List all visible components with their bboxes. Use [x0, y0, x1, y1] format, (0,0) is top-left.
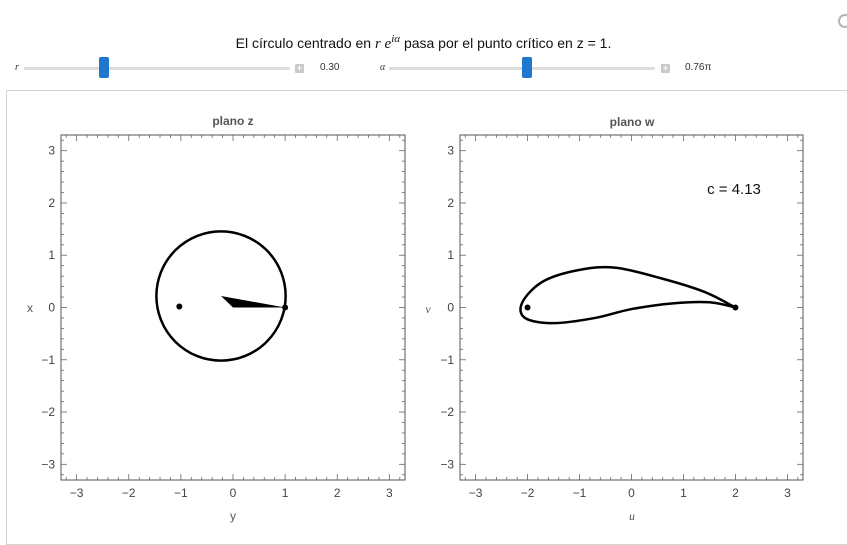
- alpha-slider-track[interactable]: [389, 67, 655, 70]
- plot-w-xtick-label: −3: [469, 486, 483, 500]
- plot-w-xtick-label: −1: [573, 486, 587, 500]
- plot-z-ytick-label: −2: [41, 405, 55, 419]
- plot-z-ytick-label: 1: [48, 248, 55, 262]
- plot-z-ylabel: x: [27, 301, 33, 315]
- alpha-slider-label: α: [380, 62, 386, 73]
- caption: El círculo centrado en r eiα pasa por el…: [0, 33, 847, 53]
- plot-z-wedge: [221, 296, 286, 308]
- plot-w-ytick-label: −3: [440, 457, 454, 471]
- plot-w-ytick-label: 0: [447, 301, 454, 315]
- options-icon[interactable]: [838, 14, 847, 28]
- r-expand-icon[interactable]: +: [295, 63, 304, 73]
- r-value: 0.30: [320, 62, 340, 73]
- plot-w-point: [732, 304, 739, 311]
- r-slider-label: r: [15, 62, 19, 73]
- r-slider-track[interactable]: [24, 67, 290, 70]
- plot-z-xtick-label: −1: [174, 486, 188, 500]
- plot-z-ytick-label: −1: [41, 353, 55, 367]
- plot-w-ytick-label: 2: [447, 196, 454, 210]
- plot-z-title: plano z: [212, 114, 253, 128]
- plot-w-ytick-label: 1: [447, 248, 454, 262]
- plot-w-point: [524, 304, 531, 311]
- plot-w-ylabel: v: [425, 302, 431, 316]
- plot-w-annotation: c = 4.13: [707, 181, 761, 198]
- plot-w-xtick-label: −2: [521, 486, 535, 500]
- plot-z-xtick-label: 0: [230, 486, 237, 500]
- plot-w-title: plano w: [610, 115, 655, 129]
- plot-z-xtick-label: 2: [334, 486, 341, 500]
- plot-z-ytick-label: 2: [48, 196, 55, 210]
- plot-z-plane: plano z y x −3 −3 −2 −2 −1 −1 0 0 1 1 2 2 3 3: [27, 114, 406, 523]
- alpha-value: 0.76π: [685, 62, 712, 73]
- plot-z-xtick-label: 1: [282, 486, 289, 500]
- r-slider-thumb[interactable]: [98, 57, 109, 78]
- plot-w-xtick-label: 2: [732, 486, 739, 500]
- plot-w-profile: [519, 265, 737, 325]
- plot-z-circle: [155, 230, 287, 362]
- plot-w-xlabel: u: [629, 509, 635, 523]
- plot-z-ytick-label: 3: [48, 144, 55, 158]
- alpha-expand-icon[interactable]: +: [661, 63, 670, 73]
- caption-prefix: El círculo centrado en: [235, 35, 372, 51]
- plot-w-ytick-label: 3: [447, 144, 454, 158]
- plot-w-plane: plano w u v −3 −3 −2 −2 −1 −1 0 0 1 1 2 2 3 3 c = 4.13: [425, 115, 804, 523]
- plot-z-xlabel: y: [230, 509, 236, 523]
- plot-z-ytick-label: 0: [48, 301, 55, 315]
- plot-w-xtick-label: 0: [628, 486, 635, 500]
- plot-z-xtick-label: −2: [122, 486, 136, 500]
- caption-expression: r eiα: [374, 33, 401, 52]
- plot-w-xtick-label: 1: [680, 486, 687, 500]
- plot-w-xtick-label: 3: [784, 486, 791, 500]
- plot-z-xtick-label: −3: [70, 486, 84, 500]
- alpha-slider-thumb[interactable]: [522, 57, 533, 78]
- plot-z-ytick-label: −3: [41, 457, 55, 471]
- plot-z-point: [282, 304, 289, 311]
- plot-w-ytick-label: −2: [440, 405, 454, 419]
- plot-z-xtick-label: 3: [386, 486, 393, 500]
- plot-w-ytick-label: −1: [440, 353, 454, 367]
- plot-z-point: [176, 303, 183, 310]
- caption-suffix: pasa por el punto crítico en z = 1.: [403, 35, 612, 51]
